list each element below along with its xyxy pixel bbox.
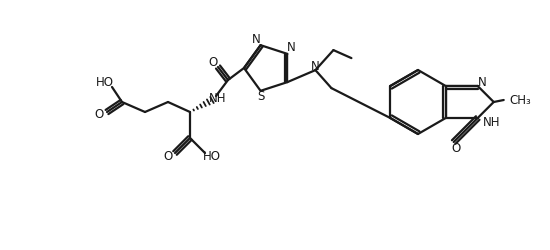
Text: HO: HO — [203, 150, 221, 164]
Text: O: O — [163, 150, 173, 164]
Text: O: O — [95, 108, 103, 120]
Text: NH: NH — [483, 116, 500, 128]
Text: O: O — [451, 142, 460, 156]
Text: S: S — [257, 90, 264, 103]
Text: HO: HO — [96, 76, 114, 88]
Text: N: N — [252, 33, 261, 46]
Text: O: O — [208, 56, 218, 68]
Text: CH₃: CH₃ — [510, 94, 531, 106]
Text: N: N — [311, 60, 320, 72]
Text: NH: NH — [209, 92, 227, 104]
Text: N: N — [287, 42, 296, 54]
Text: N: N — [478, 76, 487, 88]
